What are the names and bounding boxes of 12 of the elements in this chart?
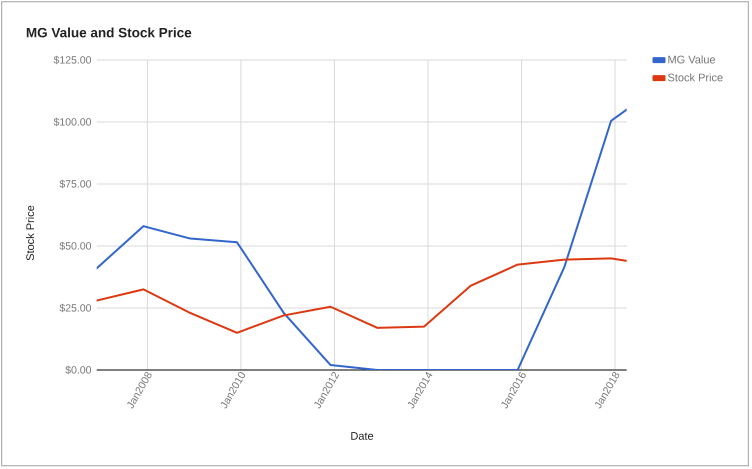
y-tick-label: $50.00	[59, 242, 92, 250]
y-tick-label: $100.00	[54, 118, 92, 126]
y-tick-label: $75.00	[59, 180, 92, 188]
x-axis-title: Date	[351, 432, 374, 440]
line-series	[96, 257, 627, 334]
legend-label: MG Value	[668, 55, 716, 64]
y-axis-title: Stock Price	[26, 206, 34, 260]
chart-title: MG Value and Stock Price	[26, 28, 192, 38]
y-tick-label: $125.00	[54, 56, 92, 64]
y-tick-label: $25.00	[59, 304, 92, 312]
legend-label: Stock Price	[668, 73, 723, 82]
y-tick-label: $0.00	[65, 366, 92, 374]
